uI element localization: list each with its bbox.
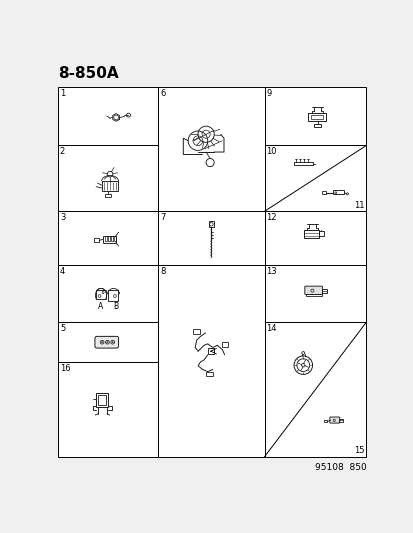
FancyBboxPatch shape: [95, 336, 118, 348]
Bar: [105, 193, 111, 197]
Bar: [264, 211, 366, 322]
Bar: [208, 348, 214, 354]
Bar: [305, 294, 321, 296]
Bar: [205, 372, 212, 376]
Text: 95108  850: 95108 850: [314, 463, 366, 472]
Circle shape: [112, 342, 113, 343]
Text: 5: 5: [60, 324, 65, 333]
Bar: [307, 113, 325, 120]
FancyBboxPatch shape: [304, 286, 322, 294]
Bar: [264, 87, 366, 146]
Text: 1: 1: [60, 89, 65, 98]
Bar: [313, 124, 320, 127]
Text: 6: 6: [160, 89, 165, 98]
Bar: [108, 236, 110, 241]
Bar: [158, 211, 264, 265]
Bar: [321, 289, 326, 293]
Bar: [104, 236, 107, 241]
Text: B: B: [113, 302, 118, 311]
Bar: [208, 221, 214, 228]
Bar: [96, 290, 106, 300]
Bar: [222, 342, 228, 347]
Text: 13: 13: [266, 266, 277, 276]
Bar: [318, 231, 323, 236]
Bar: [114, 236, 116, 241]
Bar: [58, 362, 158, 457]
Bar: [264, 146, 366, 211]
Bar: [111, 236, 113, 241]
Text: 8: 8: [160, 266, 165, 276]
Text: 8-850A: 8-850A: [58, 66, 118, 81]
Text: A: A: [97, 302, 103, 311]
Text: 14: 14: [266, 324, 276, 333]
Bar: [323, 420, 326, 422]
Text: 16: 16: [60, 364, 70, 373]
Bar: [303, 230, 318, 238]
Bar: [58, 87, 158, 146]
Text: 12: 12: [266, 213, 276, 222]
Bar: [332, 190, 344, 195]
Circle shape: [107, 342, 108, 343]
Bar: [58, 265, 158, 322]
Text: 3: 3: [60, 213, 65, 222]
Bar: [96, 393, 108, 407]
Bar: [310, 115, 322, 119]
Bar: [338, 419, 343, 422]
Bar: [98, 395, 106, 405]
Text: 11: 11: [354, 201, 364, 209]
Bar: [293, 161, 312, 165]
Text: 15: 15: [354, 446, 364, 455]
FancyBboxPatch shape: [329, 417, 339, 423]
Bar: [94, 238, 99, 242]
Text: 4: 4: [60, 266, 65, 276]
Bar: [158, 87, 264, 211]
Bar: [58, 146, 158, 211]
Text: 9: 9: [266, 89, 271, 98]
Text: 2: 2: [60, 148, 65, 156]
Bar: [192, 329, 199, 334]
Bar: [58, 211, 158, 265]
Text: 10: 10: [266, 148, 276, 156]
Bar: [58, 322, 158, 362]
Bar: [103, 236, 116, 243]
Bar: [264, 322, 366, 457]
Bar: [158, 265, 264, 457]
Circle shape: [101, 342, 102, 343]
Text: 7: 7: [160, 213, 165, 222]
Bar: [321, 191, 325, 194]
Bar: [108, 290, 118, 301]
